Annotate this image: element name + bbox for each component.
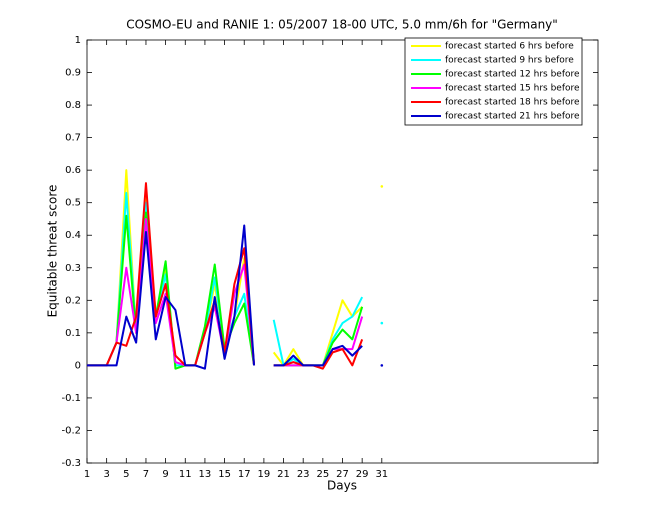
legend-label: forecast started 15 hrs before [445,84,580,94]
y-tick-label: -0.2 [61,425,81,436]
y-tick-label: 0.3 [65,263,81,274]
y-tick-label: 0.9 [65,68,81,79]
y-tick-label: -0.1 [61,393,81,404]
y-tick-label: 0.8 [65,100,81,111]
x-tick-label: 1 [84,469,90,480]
y-tick-label: 0.6 [65,165,81,176]
y-axis-label: Equitable threat score [46,185,60,318]
x-tick-label: 17 [238,469,251,480]
x-tick-label: 9 [162,469,168,480]
y-tick-label: 1 [75,35,81,46]
chart-title: COSMO-EU and RANIE 1: 05/2007 18-00 UTC,… [126,18,558,32]
x-tick-label: 19 [258,469,271,480]
y-tick-label: -0.3 [61,458,81,469]
x-tick-label: 15 [218,469,231,480]
x-tick-label: 13 [199,469,212,480]
x-tick-label: 29 [356,469,369,480]
x-tick-label: 21 [277,469,290,480]
x-axis-label: Days [327,479,357,493]
legend-label: forecast started 6 hrs before [445,42,574,52]
series-line [87,182,364,370]
x-tick-label: 25 [316,469,329,480]
y-tick-label: 0.7 [65,133,81,144]
point [380,185,384,188]
legend-label: forecast started 12 hrs before [445,70,580,80]
legend-box [404,37,583,126]
y-tick-label: 0.5 [65,198,81,209]
x-tick-label: 3 [103,469,109,480]
legend-label: forecast started 18 hrs before [445,98,580,108]
series-line [87,211,364,370]
point [380,321,384,325]
x-tick-label: 31 [375,469,388,480]
legend-label: forecast started 21 hrs before [445,112,580,122]
legend-label: forecast started 9 hrs before [445,56,574,66]
x-tick-label: 11 [179,469,192,480]
x-tick-label: 27 [336,469,349,480]
y-tick-label: 0.2 [65,295,81,306]
y-tick-label: 0 [75,360,81,371]
x-tick-label: 23 [297,469,310,480]
y-tick-label: 0.1 [65,328,81,339]
y-tick-label: 0.4 [65,230,81,241]
x-tick-label: 5 [123,469,129,480]
point [380,364,384,367]
x-tick-label: 7 [143,469,149,480]
